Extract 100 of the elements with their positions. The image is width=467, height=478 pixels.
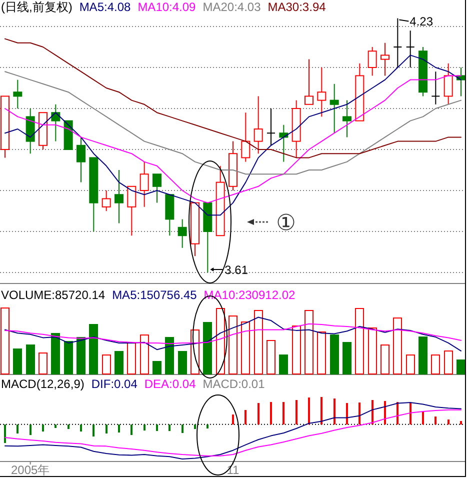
annotation: ①	[276, 211, 296, 236]
bar	[26, 344, 35, 374]
bar	[54, 424, 57, 428]
candlestick	[393, 18, 402, 68]
bar	[270, 402, 272, 424]
bar	[342, 342, 352, 374]
bar	[51, 333, 60, 374]
bar	[257, 403, 260, 424]
bar	[444, 350, 453, 374]
bar	[203, 322, 212, 374]
text: MA5:4.08	[79, 0, 132, 14]
bar	[460, 421, 462, 424]
candlestick	[178, 218, 187, 248]
bar	[29, 424, 32, 436]
bar	[380, 344, 390, 374]
bar	[279, 354, 288, 374]
bar	[216, 308, 225, 374]
bar	[143, 424, 146, 430]
bar	[371, 400, 374, 424]
bar	[418, 336, 428, 374]
bar	[355, 308, 364, 374]
bar	[228, 315, 238, 374]
bar	[16, 424, 19, 434]
bar	[409, 403, 412, 424]
bar	[406, 354, 415, 374]
bar	[38, 352, 48, 374]
bar	[304, 310, 314, 374]
bar	[80, 424, 82, 432]
bar	[168, 424, 171, 431]
bar	[254, 310, 263, 374]
bar	[127, 342, 136, 374]
bar	[422, 412, 424, 424]
text: MA10:4.09	[138, 0, 196, 14]
candlestick	[140, 161, 149, 208]
series-label: MACD:0.01	[202, 377, 266, 391]
bar	[194, 424, 196, 430]
bar	[76, 337, 86, 374]
text: DEA:0.04	[144, 377, 196, 391]
bar	[64, 341, 73, 374]
bar	[92, 424, 95, 436]
bar	[165, 337, 174, 374]
bar	[118, 424, 120, 433]
bar	[317, 331, 326, 374]
bar	[292, 325, 301, 374]
bar	[295, 400, 298, 424]
bar	[320, 397, 323, 424]
bar	[330, 334, 339, 374]
candlestick	[13, 79, 22, 109]
bar	[308, 398, 310, 424]
bar	[105, 424, 108, 434]
bar	[333, 398, 336, 424]
candlestick	[380, 42, 390, 76]
candlestick	[241, 112, 250, 162]
bar	[396, 402, 399, 424]
chart-title: MACD(12,26,9)	[1, 377, 84, 391]
bar	[152, 360, 162, 374]
bar	[282, 402, 285, 424]
candlestick	[406, 30, 415, 68]
text: MA20:4.03	[202, 0, 262, 14]
candlestick	[114, 170, 124, 224]
bar	[206, 424, 209, 429]
bar	[13, 348, 22, 374]
bar	[181, 424, 184, 434]
bar	[346, 403, 348, 424]
bar	[102, 354, 111, 374]
x-tick-label: 2005年	[10, 463, 50, 477]
bar	[42, 424, 44, 432]
bar	[178, 351, 187, 374]
bar	[456, 360, 466, 374]
bar	[244, 410, 247, 424]
candlestick	[26, 108, 35, 154]
bar	[368, 327, 377, 374]
bar	[431, 354, 440, 374]
candlestick	[342, 100, 352, 138]
annotation: 4.23	[410, 14, 434, 28]
candlestick	[317, 67, 326, 118]
candlestick	[254, 96, 263, 154]
bar	[114, 351, 124, 374]
bar	[232, 414, 234, 424]
chart-title: (日线,前复权)	[1, 0, 72, 14]
bar	[0, 308, 10, 374]
text: MA10:230912.02	[204, 288, 296, 302]
chart-title: VOLUME:85720.14	[1, 288, 106, 302]
text: DIF:0.04	[91, 377, 138, 391]
text: MA5:150756.45	[112, 288, 198, 302]
bar	[241, 321, 250, 374]
bar	[67, 424, 70, 430]
bar	[434, 416, 437, 424]
bar	[156, 424, 158, 431]
candlestick	[292, 100, 301, 158]
text: MA30:3.94	[268, 0, 326, 14]
candlestick	[330, 83, 339, 134]
bar	[130, 424, 133, 436]
bar	[358, 402, 361, 424]
bar	[89, 324, 98, 374]
candlestick	[266, 108, 276, 146]
bar	[393, 317, 402, 374]
x-tick-label: 11	[226, 463, 240, 477]
bar	[4, 424, 6, 444]
candlestick	[431, 71, 440, 105]
